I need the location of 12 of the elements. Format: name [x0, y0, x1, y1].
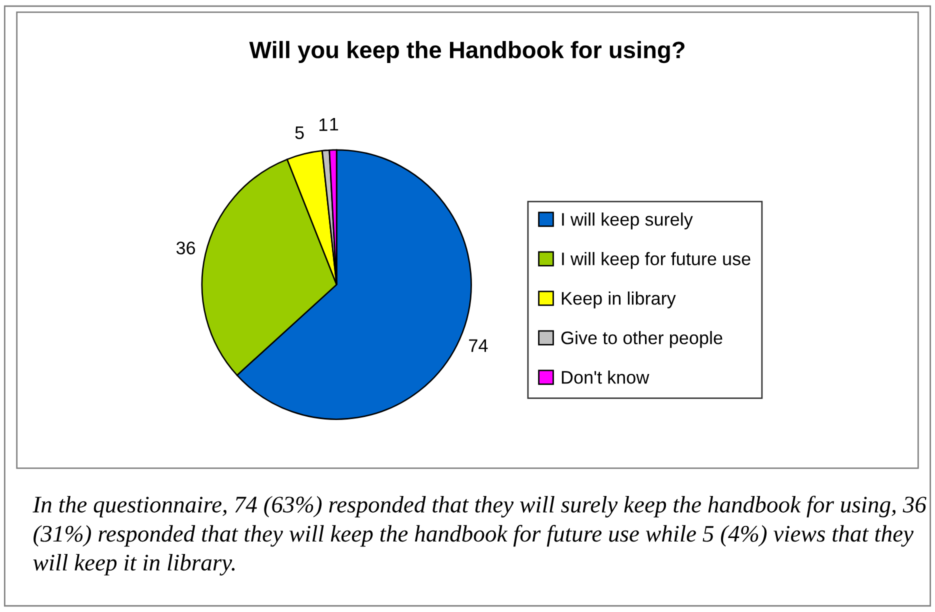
data-label: 5 — [295, 126, 304, 140]
data-label: 74 — [469, 339, 488, 352]
legend-label: Keep in library — [562, 292, 676, 308]
legend-label: I will keep surely — [562, 212, 693, 230]
data-label: 1 — [319, 118, 328, 131]
legend-label: Give to other people — [561, 331, 722, 348]
chart-title: Will you keep the Handbook for using? — [249, 40, 684, 64]
data-label: 1 — [330, 118, 338, 130]
legend-label: I will keep for future use — [562, 252, 750, 269]
data-label: 36 — [176, 242, 196, 254]
text: In the questionnaire, 74 (63%) responded that they will surely keep the handbook for using, 36 (31%) responded that they will keep the handbook for future use while 5 (4%) views that they will keep it in library. — [32, 496, 926, 576]
legend-label: Don't know — [562, 370, 650, 384]
